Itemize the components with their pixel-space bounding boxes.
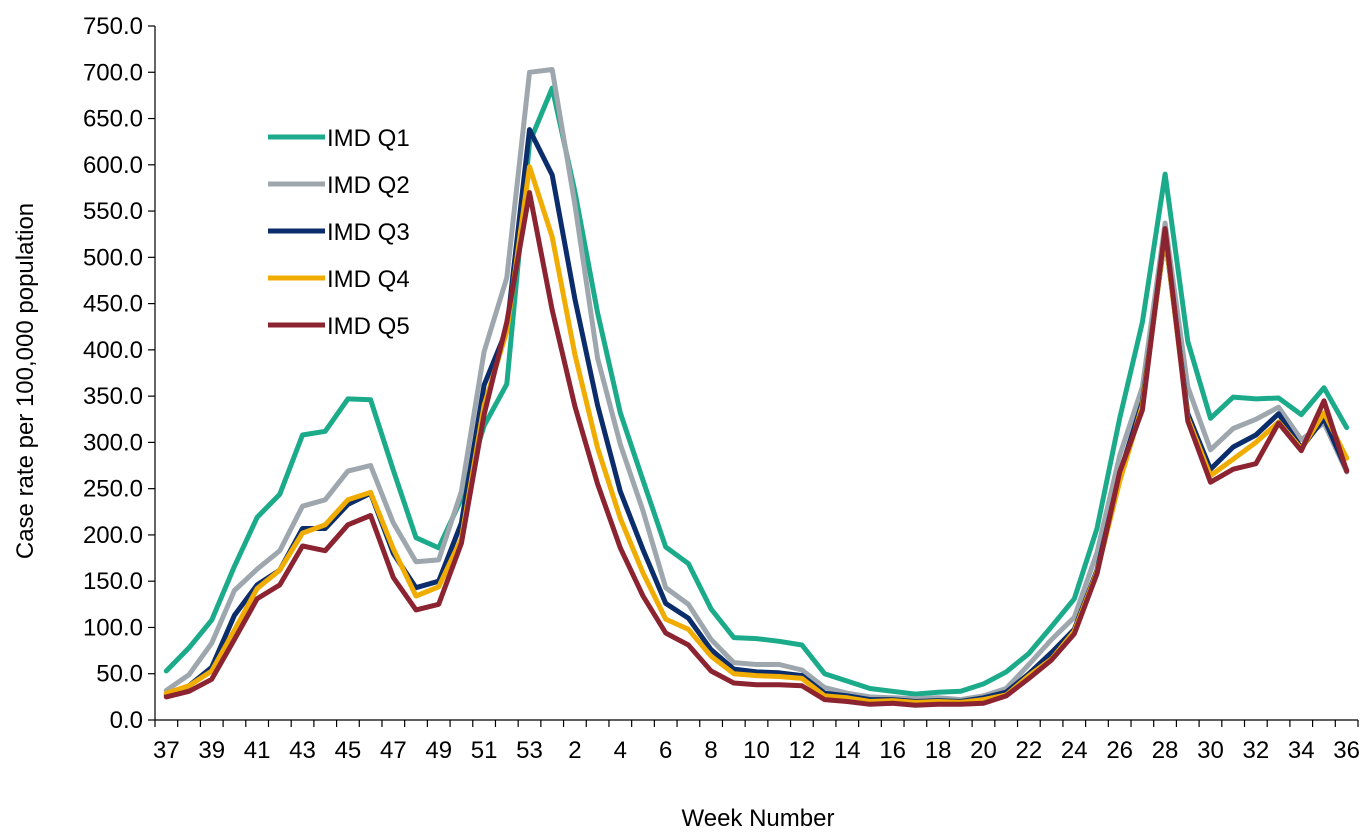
y-tick-label: 150.0 <box>83 568 143 595</box>
x-tick-label: 47 <box>380 737 407 764</box>
legend-label-imd-q2: IMD Q2 <box>327 172 410 199</box>
x-tick-label: 4 <box>614 737 627 764</box>
x-tick-label: 51 <box>471 737 498 764</box>
y-axis-ticks: 0.0 50.0 100.0 150.0 200.0 250.0 300.0 350.0 400… <box>83 13 155 734</box>
y-tick-label: 200.0 <box>83 522 143 549</box>
x-tick-label: 43 <box>289 737 316 764</box>
x-tick-label: 10 <box>743 737 770 764</box>
x-tick-label: 30 <box>1197 737 1224 764</box>
x-tick-label: 8 <box>704 737 717 764</box>
x-tick-label: 22 <box>1016 737 1043 764</box>
x-tick-label: 6 <box>659 737 672 764</box>
x-axis-title: Week Number <box>682 805 835 832</box>
x-tick-label: 14 <box>834 737 861 764</box>
series-line-imd-q5 <box>163 190 1350 708</box>
x-tick-label: 41 <box>244 737 271 764</box>
y-tick-label: 600.0 <box>83 152 143 179</box>
x-tick-label: 2 <box>568 737 581 764</box>
x-tick-label: 18 <box>925 737 952 764</box>
y-tick-label: 700.0 <box>83 59 143 86</box>
x-tick-label: 34 <box>1288 737 1315 764</box>
series-line-imd-q1 <box>163 85 1350 697</box>
x-tick-label: 16 <box>879 737 906 764</box>
y-tick-label: 650.0 <box>83 106 143 133</box>
legend-label-imd-q4: IMD Q4 <box>327 266 410 293</box>
series-line-imd-q2 <box>163 67 1350 703</box>
y-tick-label: 250.0 <box>83 476 143 503</box>
y-tick-label: 0.0 <box>110 707 143 734</box>
x-tick-label: 20 <box>970 737 997 764</box>
x-tick-label: 45 <box>335 737 362 764</box>
x-tick-label: 39 <box>198 737 225 764</box>
x-tick-label: 12 <box>789 737 816 764</box>
x-tick-label: 53 <box>516 737 543 764</box>
x-tick-label: 37 <box>153 737 180 764</box>
x-tick-label: 24 <box>1061 737 1088 764</box>
x-tick-label: 26 <box>1106 737 1133 764</box>
legend-label-imd-q1: IMD Q1 <box>327 125 410 152</box>
y-tick-label: 750.0 <box>83 13 143 40</box>
y-tick-label: 550.0 <box>83 198 143 225</box>
legend-label-imd-q3: IMD Q3 <box>327 219 410 246</box>
y-tick-label: 500.0 <box>83 244 143 271</box>
y-tick-label: 450.0 <box>83 291 143 318</box>
y-tick-label: 400.0 <box>83 337 143 364</box>
x-tick-label: 49 <box>425 737 452 764</box>
x-tick-label: 32 <box>1243 737 1270 764</box>
x-tick-label: 28 <box>1152 737 1179 764</box>
legend: IMD Q1 IMD Q2 IMD Q3 IMD Q4 IMD Q5 <box>268 125 410 340</box>
y-tick-label: 350.0 <box>83 383 143 410</box>
x-tick-label: 36 <box>1333 737 1360 764</box>
x-axis-ticks: 37 39 41 43 45 47 49 51 53 2 4 6 8 10 12 14 16 18 20 22 24 26… <box>153 720 1360 764</box>
axes <box>154 26 1358 721</box>
series-lines <box>163 67 1350 708</box>
y-tick-label: 50.0 <box>96 661 143 688</box>
legend-label-imd-q5: IMD Q5 <box>327 313 410 340</box>
y-axis-title: Case rate per 100,000 population <box>12 203 39 559</box>
y-tick-label: 100.0 <box>83 614 143 641</box>
y-tick-label: 300.0 <box>83 429 143 456</box>
